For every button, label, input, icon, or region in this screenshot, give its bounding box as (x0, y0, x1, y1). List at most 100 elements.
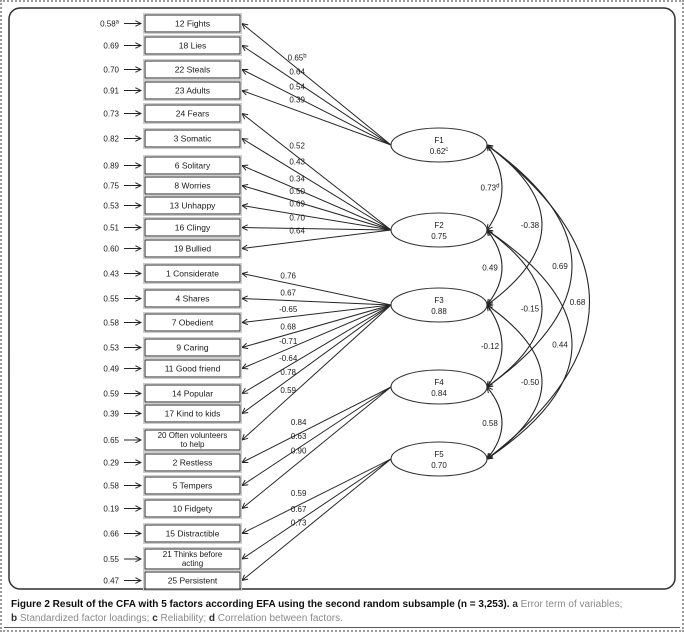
indicator-row-9: 0.68 0.53 9 Caring (103, 304, 392, 358)
indicator-row-8: 0.50 0.75 8 Worries (103, 175, 392, 231)
indicator-box (144, 36, 241, 55)
loading-label: 0.84 (291, 418, 307, 427)
factor-F1: F1 0.62c (390, 127, 488, 163)
correlation-arc (486, 229, 573, 460)
indicator-box (144, 239, 241, 258)
indicator-row-18: 0.64 0.69 18 Lies (103, 35, 392, 146)
loading-arrow (240, 295, 392, 306)
loading-arrow (240, 224, 392, 231)
indicator-label-line: 20 Often volunteers (158, 431, 228, 440)
error-term-label: 0.69 (103, 42, 119, 51)
caption-note-d: d Correlation between factors. (208, 612, 343, 624)
indicator-label: 15 Distractible (166, 529, 220, 539)
error-term-label: 0.65 (103, 436, 119, 445)
indicator-box (144, 359, 241, 378)
indicator-label: 3 Somatic (174, 134, 213, 144)
indicator-row-24: 0.52 0.73 24 Fears (103, 103, 392, 231)
indicator-box (144, 176, 241, 195)
factor-ellipse (390, 127, 488, 163)
indicator-label: 18 Lies (179, 41, 206, 51)
error-term-label: 0.58 (103, 319, 119, 328)
caption-note-a: a Error term of variables; (512, 599, 623, 610)
loading-label: -0.64 (279, 354, 298, 363)
error-term-label: 0.43 (103, 270, 119, 279)
box-halo (143, 263, 242, 284)
loading-label: 0.65b (288, 53, 308, 62)
indicator-label: 6 Solitary (175, 161, 211, 171)
indicator-label: 5 Tempers (173, 481, 213, 491)
loading-arrow (241, 22, 392, 146)
figure-border (8, 7, 676, 590)
indicator-label: 17 Kind to kids (165, 409, 221, 419)
loading-label: 0.34 (289, 174, 305, 183)
box-halo (143, 80, 242, 101)
indicator-row-25: 0.73 0.47 25 Persistent (103, 458, 392, 591)
box-halo (143, 403, 242, 424)
loading-label: 0.59 (291, 489, 307, 498)
loading-label: 0.68 (280, 322, 296, 331)
correlation-label: -0.12 (481, 342, 500, 351)
error-term-label: 0.51 (103, 224, 119, 233)
error-term-label: 0.60 (103, 245, 119, 254)
error-term-label: 0.39 (103, 410, 119, 419)
loading-arrow (241, 44, 392, 146)
loading-label: 0.54 (289, 82, 305, 91)
correlation-label: 0.69 (552, 262, 568, 271)
box-halo (143, 312, 242, 333)
correlation-F2-F5: 0.44 (486, 229, 573, 460)
error-term-label: 0.82 (103, 135, 119, 144)
box-halo (143, 195, 242, 216)
indicator-box (144, 196, 241, 215)
indicator-row-2: 0.84 0.29 2 Restless (103, 386, 392, 473)
indicator-label: 8 Worries (174, 181, 210, 191)
correlation-label: 0.73d (481, 184, 500, 193)
indicator-label: 20 Often volunteers to help (158, 431, 228, 449)
indicator-row-19: 0.64 0.60 19 Bullied (103, 227, 392, 259)
loading-arrow (240, 229, 392, 252)
box-halo (143, 217, 242, 238)
loading-arrow (241, 304, 392, 370)
error-term-label: 0.55 (103, 555, 119, 564)
loading-label: 0.59 (280, 386, 296, 395)
loading-label: 0.90 (291, 446, 307, 455)
indicator-box (144, 218, 241, 237)
indicator-label-line: to help (180, 440, 205, 449)
correlation-arc (486, 229, 543, 388)
indicator-label: 14 Popular (172, 389, 213, 399)
indicator-box (144, 524, 241, 543)
indicator-box (144, 429, 241, 451)
correlation-F4-F5: 0.58 (482, 386, 503, 460)
error-term-label: 0.73 (103, 110, 119, 119)
indicator-box (144, 156, 241, 175)
indicator-label: 9 Caring (176, 343, 208, 353)
error-term-label: 0.29 (103, 459, 119, 468)
indicator-box (144, 14, 241, 33)
box-halo (143, 103, 242, 124)
loading-label: 0.67 (280, 289, 296, 298)
caption-note-c: c Reliability; (152, 612, 207, 624)
indicator-label: 23 Adults (175, 86, 210, 96)
factor-F4: F4 0.84 (390, 369, 488, 405)
correlation-arc (486, 144, 573, 388)
cfa-path-diagram: 0.73d0.49-0.120.58-0.38-0.15-0.500.690.4… (8, 7, 676, 591)
factor-F3: F3 0.88 (390, 287, 488, 323)
indicator-box (144, 289, 241, 308)
box-halo (143, 452, 242, 473)
correlation-F1-F5: 0.68 (486, 144, 591, 460)
correlation-label: -0.15 (521, 305, 540, 314)
indicator-row-3: 0.43 0.82 3 Somatic (103, 128, 392, 231)
indicator-box (144, 129, 241, 148)
correlation-label: -0.50 (521, 378, 540, 387)
error-term-label: 0.59 (103, 390, 119, 399)
factor-reliability: 0.62c (430, 147, 449, 156)
loading-arrow (241, 112, 392, 231)
loading-arrow (240, 89, 392, 146)
loading-arrow (241, 386, 392, 487)
indicator-box (144, 338, 241, 357)
box-halo (143, 570, 242, 591)
indicator-box (144, 499, 241, 518)
correlation-label: 0.44 (552, 341, 568, 350)
factor-name: F1 (434, 136, 444, 145)
superscript: a (116, 20, 120, 26)
loading-label: 0.64 (289, 227, 305, 236)
